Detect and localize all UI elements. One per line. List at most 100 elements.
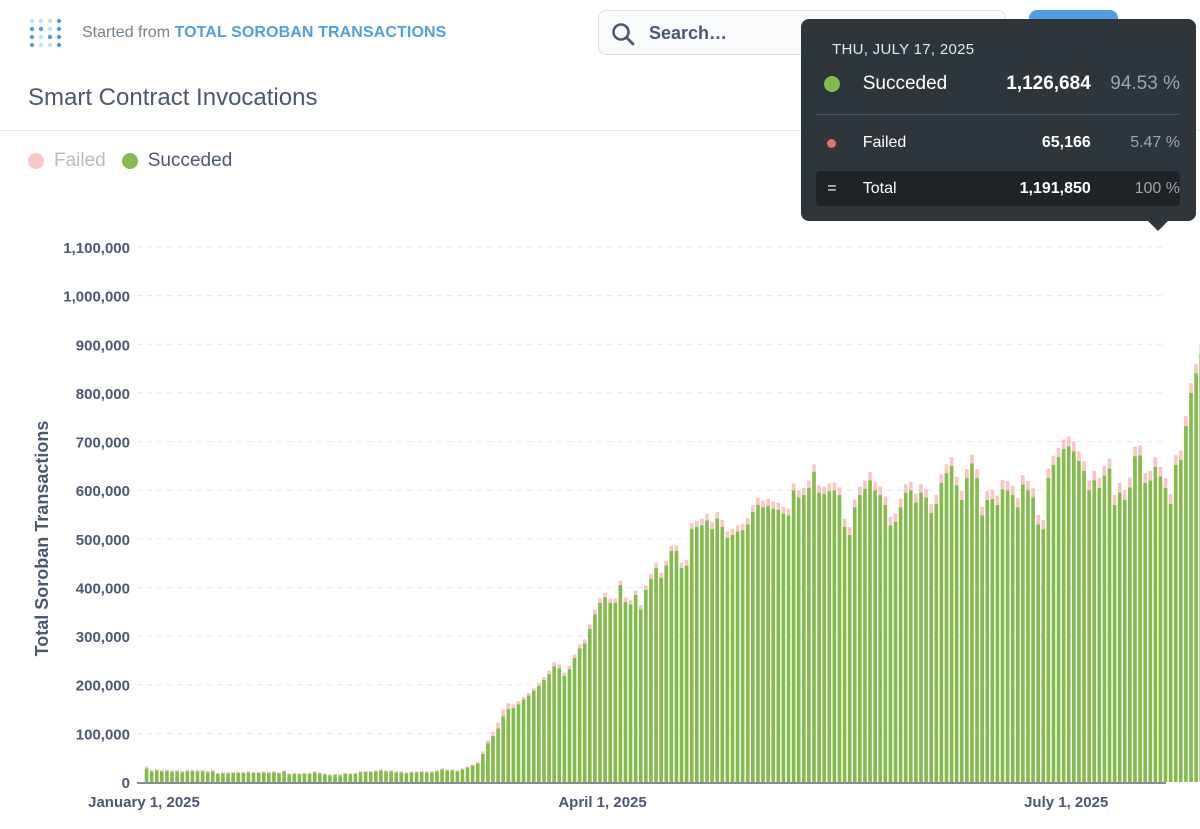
bar-failed bbox=[170, 770, 174, 772]
bar-failed bbox=[567, 665, 572, 670]
bar-failed bbox=[297, 773, 302, 775]
bar-succeded bbox=[1112, 504, 1117, 782]
tooltip-dot-failed bbox=[827, 138, 837, 148]
bar-succeded bbox=[384, 771, 388, 782]
bar-failed bbox=[1153, 457, 1158, 467]
bar-succeded bbox=[766, 505, 770, 782]
bar-succeded bbox=[557, 668, 562, 782]
bar-succeded bbox=[328, 775, 332, 782]
legend-item-succeded[interactable]: Succeded bbox=[121, 150, 232, 172]
bar-failed bbox=[725, 531, 730, 538]
tooltip-total-symbol: = bbox=[827, 179, 837, 197]
bar-succeded bbox=[1122, 499, 1127, 782]
bar-succeded bbox=[990, 498, 995, 782]
bar-succeded bbox=[373, 771, 378, 782]
bar-succeded bbox=[735, 531, 740, 782]
bar-failed bbox=[175, 769, 179, 772]
bar-failed bbox=[1194, 363, 1198, 374]
bar-succeded bbox=[628, 604, 633, 782]
bar-succeded bbox=[404, 773, 409, 782]
bar-failed bbox=[394, 771, 399, 773]
bar-succeded bbox=[1092, 480, 1097, 782]
legend-item-failed[interactable]: Failed bbox=[28, 150, 106, 172]
bar-failed bbox=[740, 523, 745, 531]
bar-failed bbox=[205, 770, 210, 773]
bar-failed bbox=[852, 499, 857, 508]
bar-failed bbox=[694, 520, 699, 527]
bar-succeded bbox=[1072, 451, 1076, 782]
bar-failed bbox=[511, 704, 516, 709]
bar-failed bbox=[424, 771, 429, 773]
bar-succeded bbox=[898, 507, 903, 782]
bar-succeded bbox=[965, 478, 969, 782]
bar-failed bbox=[165, 769, 169, 771]
bar-succeded bbox=[272, 772, 276, 782]
page-title: Smart Contract Invocations bbox=[28, 84, 318, 111]
bar-succeded bbox=[1117, 492, 1122, 782]
bar-succeded bbox=[1031, 497, 1035, 782]
bar-failed bbox=[409, 771, 414, 773]
y-tick-label: 900,000 bbox=[76, 337, 130, 354]
bar-failed bbox=[231, 771, 235, 773]
bar-succeded bbox=[1097, 487, 1102, 782]
bar-failed bbox=[430, 771, 434, 773]
bar-failed bbox=[333, 773, 337, 775]
y-tick-label: 700,000 bbox=[76, 435, 130, 452]
bar-succeded bbox=[338, 775, 342, 782]
bar-succeded bbox=[985, 499, 990, 782]
bar-failed bbox=[965, 469, 969, 479]
tooltip-label-total: Total bbox=[862, 179, 897, 197]
bar-succeded bbox=[542, 679, 546, 782]
bar-succeded bbox=[1051, 464, 1056, 782]
x-tick-label: April 1, 2025 bbox=[558, 794, 646, 811]
bar-succeded bbox=[858, 495, 862, 782]
bar-succeded bbox=[251, 772, 256, 782]
bar-failed bbox=[822, 486, 827, 495]
bar-succeded bbox=[480, 753, 485, 782]
bar-failed bbox=[1056, 447, 1061, 458]
bar-succeded bbox=[623, 602, 628, 782]
bar-failed bbox=[256, 771, 261, 773]
bar-succeded bbox=[954, 485, 959, 782]
source-question-link[interactable]: TOTAL SOROBAN TRANSACTIONS bbox=[174, 24, 447, 41]
bar-failed bbox=[776, 502, 781, 510]
bar-succeded bbox=[654, 568, 658, 782]
bar-succeded bbox=[323, 774, 327, 782]
bar-succeded bbox=[603, 597, 607, 782]
bar-failed bbox=[888, 516, 893, 526]
bar-succeded bbox=[1015, 507, 1020, 782]
bar-succeded bbox=[893, 521, 898, 782]
bar-succeded bbox=[521, 699, 526, 782]
bar-failed bbox=[399, 771, 404, 773]
bar-failed bbox=[496, 722, 500, 729]
bar-failed bbox=[1036, 514, 1041, 525]
tooltip-label-failed: Failed bbox=[862, 134, 907, 151]
bar-succeded bbox=[353, 773, 358, 782]
bar-succeded bbox=[1168, 503, 1173, 782]
bar-failed bbox=[944, 464, 949, 474]
y-tick-label: 400,000 bbox=[76, 580, 130, 597]
bar-failed bbox=[715, 512, 720, 519]
tooltip-arrow bbox=[1148, 221, 1168, 231]
bar-succeded bbox=[827, 491, 832, 782]
bar-succeded bbox=[465, 767, 470, 782]
bar-failed bbox=[847, 527, 852, 535]
bar-failed bbox=[1097, 478, 1102, 488]
legend-dot-succeded bbox=[121, 153, 138, 169]
bar-failed bbox=[1189, 383, 1193, 393]
bar-succeded bbox=[195, 771, 200, 782]
tooltip-percent-succeded: 94.53 % bbox=[1110, 73, 1180, 94]
bar-failed bbox=[389, 770, 393, 772]
bar-succeded bbox=[190, 770, 195, 782]
metabase-logo-icon[interactable] bbox=[28, 15, 62, 53]
bar-succeded bbox=[307, 773, 312, 782]
bar-failed bbox=[246, 771, 251, 773]
bar-succeded bbox=[649, 578, 653, 782]
tooltip-divider bbox=[816, 114, 1180, 115]
bar-succeded bbox=[1102, 475, 1107, 782]
bar-failed bbox=[338, 774, 342, 776]
breadcrumb: Started from TOTAL SOROBAN TRANSACTIONS bbox=[82, 24, 446, 42]
bar-failed bbox=[751, 505, 755, 513]
bar-failed bbox=[1061, 439, 1066, 449]
bar-failed bbox=[801, 487, 806, 496]
